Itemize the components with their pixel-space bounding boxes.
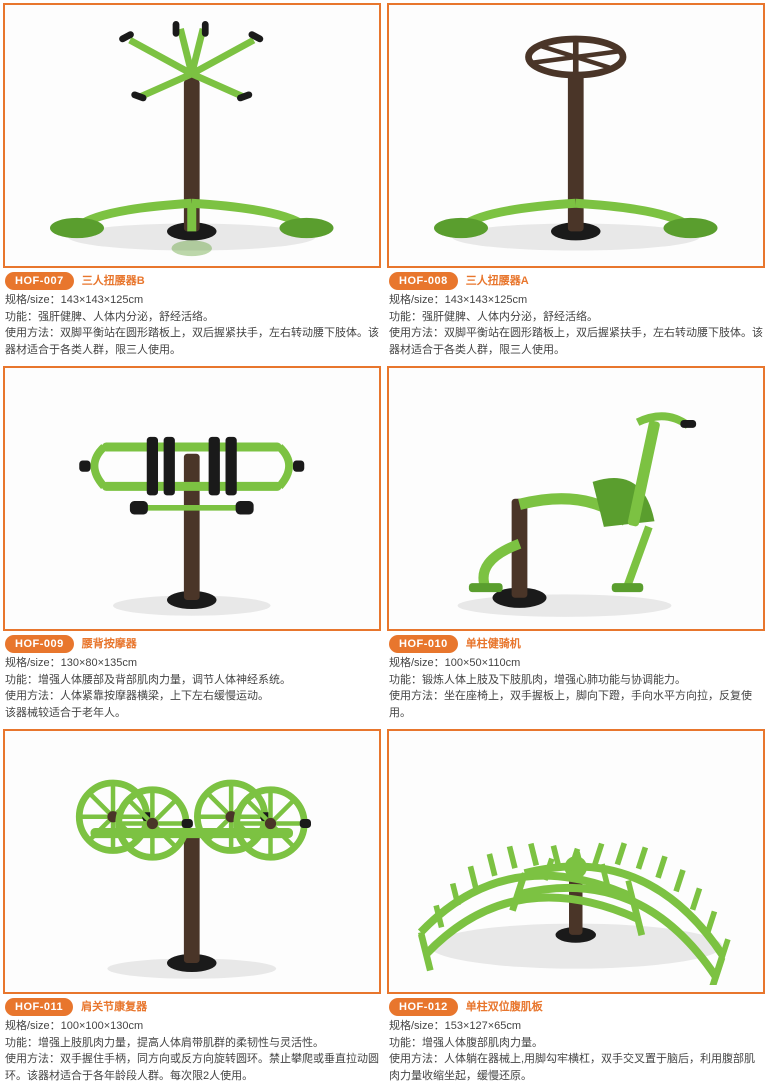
product-usage-cont: 该器械较适合于老年人。 bbox=[5, 705, 379, 722]
product-function: 功能：增强上肢肌肉力量，提高人体肩带肌群的柔韧性与灵活性。 bbox=[5, 1035, 379, 1052]
product-name: 三人扭腰器A bbox=[466, 273, 529, 290]
product-card: HOF-008 三人扭腰器A 规格/size：143×143×125cm 功能：… bbox=[386, 2, 766, 361]
product-function: 功能：强肝健脾、人体内分泌，舒经活络。 bbox=[5, 309, 379, 326]
product-size: 规格/size：143×143×125cm bbox=[5, 292, 379, 309]
product-image-box bbox=[3, 366, 381, 631]
product-function: 功能：增强人体腹部肌肉力量。 bbox=[389, 1035, 763, 1052]
product-info: HOF-011 肩关节康复器 规格/size：100×100×130cm 功能：… bbox=[3, 994, 381, 1087]
product-code-badge: HOF-008 bbox=[389, 272, 458, 291]
product-info: HOF-010 单柱健骑机 规格/size：100×50×110cm 功能：锻炼… bbox=[387, 631, 765, 724]
product-code-badge: HOF-011 bbox=[5, 998, 73, 1017]
product-code-badge: HOF-007 bbox=[5, 272, 74, 291]
product-name: 肩关节康复器 bbox=[81, 999, 147, 1016]
product-size: 规格/size：100×50×110cm bbox=[389, 655, 763, 672]
product-usage: 使用方法：双脚平衡站在圆形踏板上，双后握紧扶手，左右转动腰下肢体。该器材适合于各… bbox=[5, 325, 379, 358]
product-usage: 使用方法：双手握住手柄，同方向或反方向旋转圆环。禁止攀爬或垂直拉动圆环。该器材适… bbox=[5, 1051, 379, 1084]
product-size: 规格/size：143×143×125cm bbox=[389, 292, 763, 309]
product-function: 功能：锻炼人体上肢及下肢肌肉，增强心肺功能与协调能力。 bbox=[389, 672, 763, 689]
product-card: HOF-012 单柱双位腹肌板 规格/size：153×127×65cm 功能：… bbox=[386, 728, 766, 1087]
product-name: 单柱健骑机 bbox=[466, 636, 521, 653]
product-info: HOF-007 三人扭腰器B 规格/size：143×143×125cm 功能：… bbox=[3, 268, 381, 361]
product-usage: 使用方法：人体紧靠按摩器横梁，上下左右缓慢运动。 bbox=[5, 688, 379, 705]
product-info: HOF-009 腰背按摩器 规格/size：130×80×135cm 功能：增强… bbox=[3, 631, 381, 724]
product-image-box bbox=[387, 729, 765, 994]
product-name: 三人扭腰器B bbox=[82, 273, 145, 290]
product-code-badge: HOF-010 bbox=[389, 635, 458, 654]
product-usage: 使用方法：坐在座椅上，双手握板上，脚向下蹬，手向水平方向拉，反复使用。 bbox=[389, 688, 763, 721]
product-size: 规格/size：130×80×135cm bbox=[5, 655, 379, 672]
product-card: HOF-011 肩关节康复器 规格/size：100×100×130cm 功能：… bbox=[2, 728, 382, 1087]
product-code-badge: HOF-012 bbox=[389, 998, 458, 1017]
product-card: HOF-007 三人扭腰器B 规格/size：143×143×125cm 功能：… bbox=[2, 2, 382, 361]
product-function: 功能：强肝健脾、人体内分泌，舒经活络。 bbox=[389, 309, 763, 326]
product-usage: 使用方法：人体躺在器械上,用脚勾牢横杠，双手交叉置于脑后，利用腹部肌肉力量收缩坐… bbox=[389, 1051, 763, 1084]
product-image-box bbox=[3, 729, 381, 994]
product-code-badge: HOF-009 bbox=[5, 635, 74, 654]
product-image-box bbox=[387, 366, 765, 631]
product-usage: 使用方法：双脚平衡站在圆形踏板上，双后握紧扶手，左右转动腰下肢体。该器材适合于各… bbox=[389, 325, 763, 358]
product-image-box bbox=[387, 3, 765, 268]
product-name: 腰背按摩器 bbox=[82, 636, 137, 653]
product-size: 规格/size：153×127×65cm bbox=[389, 1018, 763, 1035]
product-image-box bbox=[3, 3, 381, 268]
product-name: 单柱双位腹肌板 bbox=[466, 999, 543, 1016]
product-info: HOF-008 三人扭腰器A 规格/size：143×143×125cm 功能：… bbox=[387, 268, 765, 361]
product-info: HOF-012 单柱双位腹肌板 规格/size：153×127×65cm 功能：… bbox=[387, 994, 765, 1087]
product-card: HOF-010 单柱健骑机 规格/size：100×50×110cm 功能：锻炼… bbox=[386, 365, 766, 724]
product-size: 规格/size：100×100×130cm bbox=[5, 1018, 379, 1035]
product-card: HOF-009 腰背按摩器 规格/size：130×80×135cm 功能：增强… bbox=[2, 365, 382, 724]
product-function: 功能：增强人体腰部及背部肌肉力量，调节人体神经系统。 bbox=[5, 672, 379, 689]
